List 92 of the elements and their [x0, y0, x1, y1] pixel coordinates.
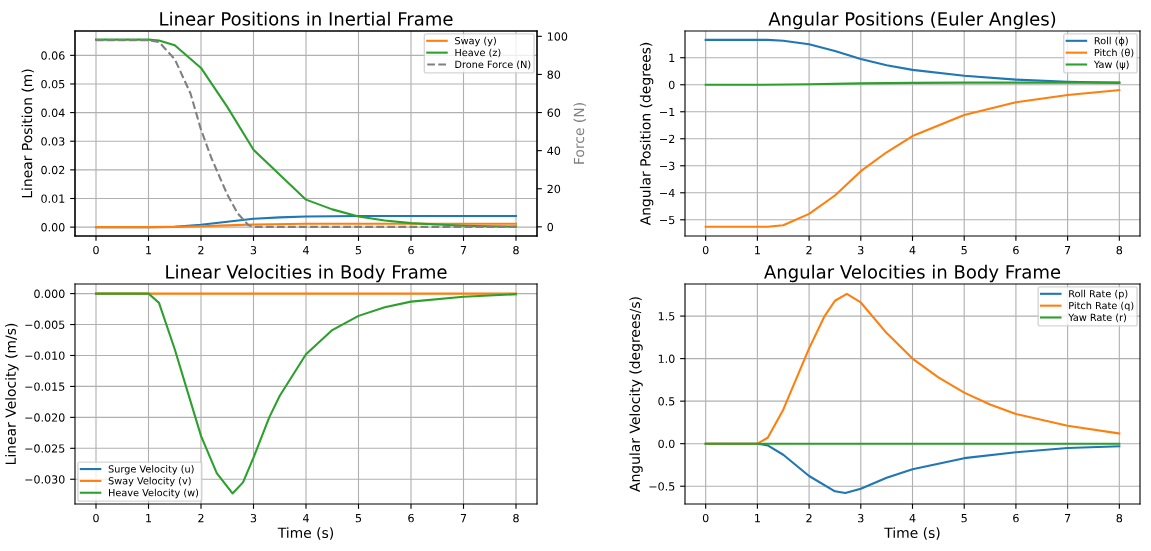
y-tick-label: −0.025	[25, 444, 65, 453]
y2-tick-label: 0	[547, 222, 554, 232]
x-tick-label: 4	[909, 246, 916, 255]
y2-axis-title: Force (N)	[573, 103, 586, 164]
y-tick-label: 0.000	[34, 289, 65, 298]
x-tick-label: 6	[1013, 245, 1019, 255]
x-tick-label: 6	[408, 513, 414, 523]
x-tick-label: 8	[1116, 245, 1123, 255]
y-tick-label: −0.010	[25, 351, 65, 360]
x-tick-label: 0	[702, 245, 709, 255]
x-tick-label: 4	[909, 514, 916, 523]
legend-label: Pitch (θ)	[1094, 48, 1134, 58]
chart-title: Linear Velocities in Body Frame	[166, 264, 447, 283]
x-tick-label: 6	[408, 245, 414, 255]
y-tick-label: 0.02	[41, 165, 65, 175]
legend-label: Drone Force (N)	[455, 60, 531, 70]
y-tick-label: −0.015	[25, 382, 65, 391]
y2-tick-label: 60	[547, 108, 561, 117]
y-tick-label: −0.020	[25, 413, 65, 422]
y-tick-label: 0.0	[658, 439, 675, 449]
x-tick-label: 3	[250, 245, 257, 255]
x-tick-label: 3	[250, 513, 257, 523]
x-tick-label: 5	[961, 514, 967, 523]
y-tick-label: 0.03	[41, 137, 65, 146]
y-tick-label: −4	[660, 188, 675, 198]
legend-label: Heave (z)	[455, 48, 501, 58]
legend-label: Yaw (ψ)	[1093, 60, 1129, 70]
x-axis-title: Time (s)	[277, 527, 334, 540]
x-tick-label: 1	[755, 246, 760, 255]
legend-label: Roll (ϕ)	[1094, 36, 1128, 47]
x-tick-label: 4	[303, 514, 309, 523]
x-tick-label: 1	[146, 514, 152, 523]
chart-title: Angular Positions (Euler Angles)	[768, 11, 1056, 30]
x-axis-title: Time (s)	[884, 527, 940, 540]
y-tick-label: 1.0	[658, 354, 675, 363]
x-tick-label: 1	[146, 246, 152, 255]
y2-tick-label: 40	[547, 146, 561, 156]
y-tick-label: 0.05	[41, 79, 65, 89]
legend-label: Heave Velocity (w)	[109, 488, 199, 499]
x-tick-label: 8	[513, 245, 519, 255]
y-axis-title: Linear Position (m)	[21, 69, 34, 198]
x-tick-label: 2	[806, 513, 812, 523]
y-tick-label: 0.06	[41, 51, 65, 60]
x-tick-label: 7	[460, 246, 467, 255]
y-tick-label: −0.005	[25, 320, 65, 329]
x-tick-label: 2	[198, 513, 204, 523]
y-axis-title: Angular Position (degrees)	[639, 42, 654, 226]
y-tick-label: −3	[660, 161, 675, 171]
y-tick-label: −0.030	[25, 475, 65, 484]
x-tick-label: 7	[1064, 246, 1071, 255]
y2-tick-label: 100	[547, 32, 568, 41]
legend-label: Yaw Rate (r)	[1068, 313, 1126, 323]
x-tick-label: 5	[355, 246, 362, 255]
y-axis-title: Angular Velocity (degrees/s)	[629, 297, 643, 492]
x-tick-label: 5	[355, 514, 362, 523]
x-tick-label: 1	[755, 514, 760, 523]
x-tick-label: 4	[303, 246, 309, 255]
legend-label: Surge Velocity (u)	[108, 465, 194, 475]
x-tick-label: 2	[806, 245, 812, 255]
y-tick-label: 0.5	[658, 397, 675, 406]
chart-title: Linear Positions in Inertial Frame	[160, 11, 453, 26]
y-tick-label: 0.04	[41, 108, 65, 117]
x-tick-label: 3	[858, 513, 864, 523]
x-tick-label: 7	[1064, 514, 1071, 523]
y-axis-title: Linear Velocity (m/s)	[5, 323, 19, 465]
y-tick-label: 1	[669, 53, 675, 62]
legend-label: Sway (y)	[455, 36, 496, 47]
x-tick-label: 3	[858, 245, 864, 255]
x-tick-label: 0	[702, 513, 709, 523]
y2-tick-label: 20	[547, 184, 561, 194]
x-tick-label: 7	[460, 514, 467, 523]
line-series	[704, 89, 1121, 228]
x-tick-label: 0	[93, 245, 99, 255]
legend-label: Roll Rate (p)	[1069, 289, 1128, 300]
x-tick-label: 2	[198, 245, 204, 255]
x-tick-label: 8	[1116, 513, 1123, 523]
x-tick-label: 6	[1013, 513, 1019, 523]
y-tick-label: −0.5	[649, 482, 675, 491]
x-tick-label: 0	[93, 513, 99, 523]
y2-tick-label: 80	[547, 70, 561, 79]
y-tick-label: 0.01	[41, 194, 65, 203]
y-tick-label: −5	[660, 215, 675, 225]
y-tick-label: 0.00	[41, 223, 65, 232]
legend-label: Sway Velocity (v)	[108, 476, 191, 487]
x-tick-label: 8	[513, 513, 519, 523]
x-tick-label: 5	[961, 246, 967, 255]
y-tick-label: −1	[660, 107, 675, 116]
y-tick-label: −2	[660, 134, 675, 143]
y-tick-label: 0	[668, 80, 675, 90]
y-tick-label: 1.5	[658, 312, 675, 321]
chart-title: Angular Velocities in Body Frame	[764, 264, 1061, 283]
legend-label: Pitch Rate (q)	[1069, 301, 1134, 312]
